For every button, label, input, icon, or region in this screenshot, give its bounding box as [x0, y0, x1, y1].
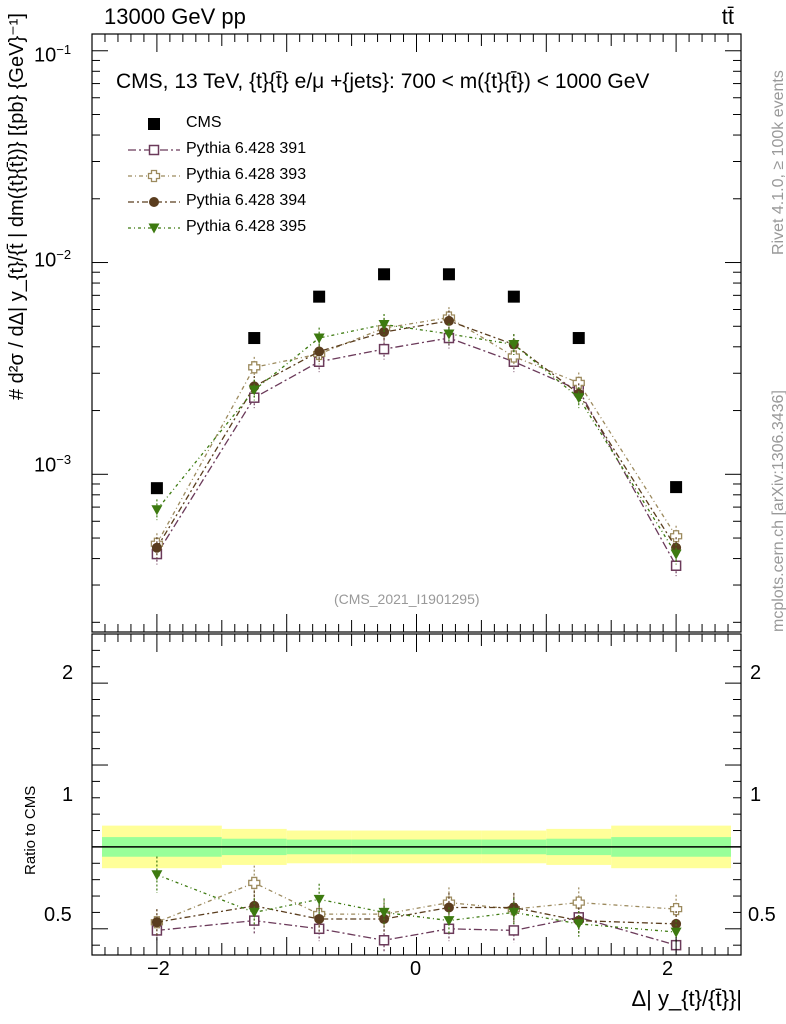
legend-label-391: Pythia 6.428 391 [186, 140, 307, 157]
x-tick-label-2: 2 [662, 958, 674, 980]
main-point-p394-2 [314, 346, 325, 357]
main-point-cms-2 [313, 290, 326, 303]
ratio-y-tick-1-right: 1 [750, 784, 762, 806]
main-series-group [150, 268, 683, 577]
main-point-cms-1 [248, 332, 261, 345]
ratio-point-p395-5 [508, 907, 520, 918]
legend-marker-cms [148, 118, 160, 130]
x-tick-label-0: 0 [410, 958, 422, 980]
main-point-p395-6 [573, 393, 585, 404]
ratio-panel-frame [91, 633, 742, 956]
ratio-point-p393-1 [248, 876, 261, 890]
main-point-p395-7 [670, 549, 682, 560]
main-line-p395 [156, 323, 677, 555]
ratio-y-axis-label: Ratio to CMS [22, 785, 39, 875]
main-point-p394-4 [443, 315, 454, 326]
legend-marker-p393 [147, 169, 161, 183]
ratio-y-tick-1-left: 1 [62, 784, 74, 806]
main-point-cms-0 [150, 482, 163, 495]
ratio-point-p391-5 [508, 925, 520, 936]
legend-label-395: Pythia 6.428 395 [186, 218, 307, 235]
rivet-version-label: Rivet 4.1.0, ≥ 100k events [770, 70, 786, 255]
ratio-point-p393-6 [572, 896, 585, 909]
ratio-point-p395-4 [443, 916, 455, 927]
main-y-axis-label: # d²σ / dΔ| y_{t}/{t̄ | dm({t}{t̄})} [{p… [6, 13, 28, 400]
mcplots-credit-label: mcplots.cern.ch [arXiv:1306.3436] [770, 390, 786, 632]
ratio-series-p393 [150, 865, 683, 936]
ratio-line-p395 [156, 874, 677, 933]
legend-label-cms: CMS [186, 114, 222, 131]
ratio-uncertainty-band [92, 825, 741, 869]
legend-marker-p395 [148, 223, 160, 234]
main-line-p394 [156, 320, 677, 549]
main-point-p395-2 [313, 333, 325, 344]
ratio-line-p394 [156, 905, 677, 925]
main-point-p395-1 [248, 385, 260, 396]
main-point-p391-3 [378, 343, 390, 355]
y-tick-label-1e-2: 10−2 [34, 247, 72, 272]
x-tick-label-minus2: −2 [147, 958, 170, 980]
ratio-y-tick-05-right: 0.5 [748, 904, 776, 926]
main-point-cms-3 [378, 268, 391, 281]
legend-marker-p394 [149, 197, 159, 207]
plot-title: CMS, 13 TeV, {t}{t̄} e/μ +{jets}: 700 < … [116, 70, 650, 93]
ratio-y-tick-2-left: 2 [62, 662, 74, 684]
x-axis-label: Δ| y_{t}/{t̄}}| [631, 986, 742, 1011]
main-point-p395-3 [378, 319, 390, 330]
main-line-p393 [156, 316, 677, 545]
main-point-p395-5 [508, 340, 520, 351]
ratio-series-p395 [151, 856, 682, 944]
y-tick-label-1e-1: 10−1 [34, 42, 72, 67]
main-line-p391 [156, 337, 677, 567]
main-series-p395 [151, 314, 682, 565]
ratio-point-p394-2 [314, 913, 325, 924]
ratio-line-p393 [156, 882, 677, 923]
ratio-point-p395-7 [670, 927, 682, 938]
y-tick-label-1e-3: 10−3 [34, 452, 72, 477]
ratio-point-p391-3 [378, 935, 390, 946]
main-point-cms-5 [507, 290, 520, 303]
legend-label-393: Pythia 6.428 393 [186, 166, 307, 183]
ratio-y-tick-05-left: 0.5 [44, 904, 72, 926]
main-point-cms-6 [572, 332, 585, 345]
ratio-line-p391 [156, 916, 677, 946]
ratio-point-p394-0 [151, 917, 162, 928]
main-point-p395-0 [151, 505, 163, 516]
ratio-series-group [150, 856, 683, 955]
analysis-watermark: (CMS_2021_I1901295) [334, 591, 480, 607]
ratio-point-p395-0 [151, 870, 163, 881]
ratio-point-p395-2 [313, 894, 325, 905]
panel-frames [91, 33, 742, 956]
main-point-cms-4 [442, 268, 455, 281]
header-process-label: tt̄ [721, 4, 734, 29]
legend-marker-p391 [148, 144, 160, 156]
header-energy-label: 13000 GeV pp [104, 4, 246, 29]
main-point-cms-7 [670, 481, 683, 494]
legend-markers [128, 118, 180, 234]
ratio-y-tick-2-right: 2 [750, 662, 762, 684]
ratio-point-p395-1 [248, 907, 260, 918]
main-point-p391-7 [670, 560, 682, 571]
ratio-point-p393-7 [669, 902, 683, 916]
ratio-point-p395-6 [573, 919, 585, 930]
main-point-p393-7 [669, 530, 683, 543]
main-point-p393-5 [507, 350, 520, 363]
ratio-point-p395-3 [378, 907, 390, 918]
main-point-p393-1 [248, 361, 261, 374]
main-point-p393-6 [572, 376, 585, 390]
ratio-point-p394-7 [671, 918, 682, 929]
main-point-p394-0 [151, 542, 162, 553]
main-series-p391 [151, 327, 682, 577]
ratio-series-p394 [151, 891, 682, 937]
legend-label-394: Pythia 6.428 394 [186, 192, 307, 209]
main-series-cms [150, 268, 683, 495]
main-point-p395-4 [443, 329, 455, 340]
